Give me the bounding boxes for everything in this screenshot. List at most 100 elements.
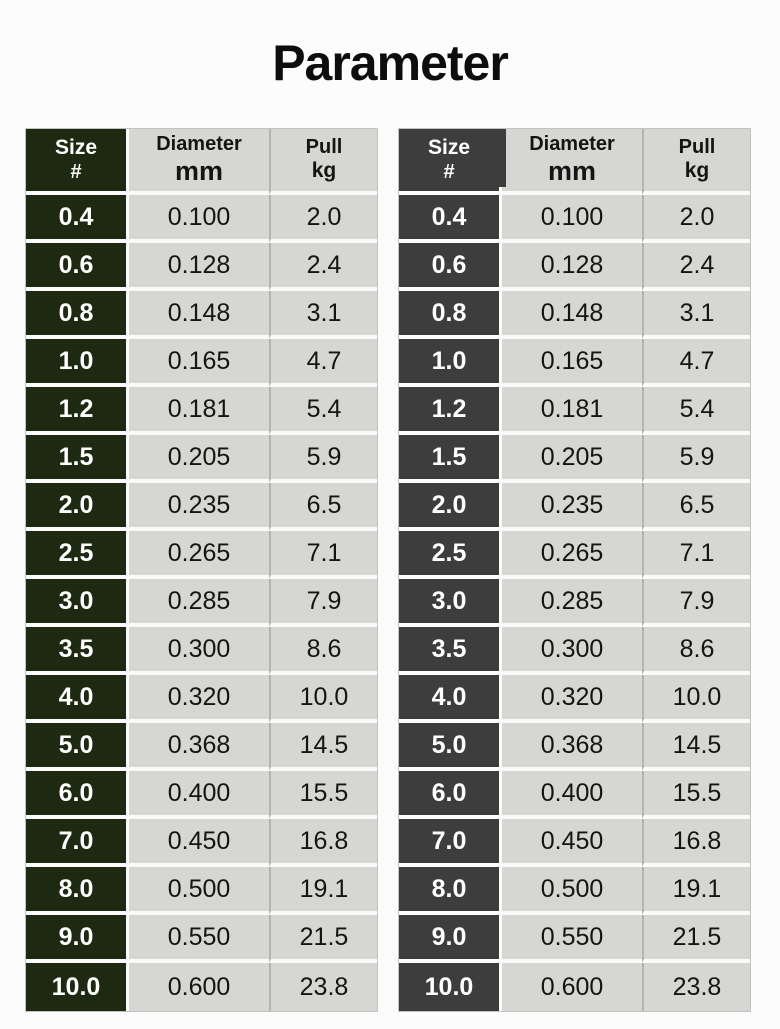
pull-cell: 6.5 — [642, 483, 750, 531]
pull-cell: 6.5 — [269, 483, 377, 531]
diameter-cell: 0.128 — [129, 243, 269, 291]
table-row: 3.0 0.285 7.9 — [26, 579, 377, 627]
table-row: 1.5 0.205 5.9 — [399, 435, 750, 483]
pull-cell: 23.8 — [642, 963, 750, 1011]
diameter-cell: 0.550 — [129, 915, 269, 963]
diameter-cell: 0.450 — [129, 819, 269, 867]
pull-cell: 3.1 — [642, 291, 750, 339]
pull-cell: 16.8 — [269, 819, 377, 867]
header-diameter-unit: mm — [547, 156, 596, 187]
pull-cell: 2.0 — [642, 195, 750, 243]
pull-cell: 23.8 — [269, 963, 377, 1011]
size-cell: 6.0 — [26, 771, 129, 819]
pull-cell: 4.7 — [269, 339, 377, 387]
header-size-label: Size — [427, 136, 471, 160]
header-diameter: Diameter mm — [129, 129, 269, 195]
size-cell: 8.0 — [399, 867, 502, 915]
diameter-cell: 0.100 — [129, 195, 269, 243]
diameter-cell: 0.300 — [502, 627, 642, 675]
pull-cell: 15.5 — [642, 771, 750, 819]
header-pull: Pull kg — [642, 129, 750, 195]
pull-cell: 4.7 — [642, 339, 750, 387]
pull-cell: 7.9 — [642, 579, 750, 627]
size-cell: 9.0 — [26, 915, 129, 963]
table-row: 0.8 0.148 3.1 — [399, 291, 750, 339]
diameter-cell: 0.148 — [129, 291, 269, 339]
table-header-row: Size # Diameter mm Pull kg — [26, 129, 377, 195]
pull-cell: 8.6 — [642, 627, 750, 675]
pull-cell: 7.1 — [269, 531, 377, 579]
diameter-cell: 0.368 — [502, 723, 642, 771]
size-cell: 5.0 — [26, 723, 129, 771]
size-cell: 0.6 — [26, 243, 129, 291]
diameter-cell: 0.265 — [129, 531, 269, 579]
header-pull-label: Pull — [678, 136, 716, 159]
table-row: 4.0 0.320 10.0 — [26, 675, 377, 723]
pull-cell: 14.5 — [642, 723, 750, 771]
pull-cell: 15.5 — [269, 771, 377, 819]
diameter-cell: 0.100 — [502, 195, 642, 243]
table-row: 4.0 0.320 10.0 — [399, 675, 750, 723]
size-cell: 1.5 — [399, 435, 502, 483]
size-cell: 6.0 — [399, 771, 502, 819]
diameter-cell: 0.400 — [502, 771, 642, 819]
size-cell: 3.5 — [26, 627, 129, 675]
size-cell: 4.0 — [399, 675, 502, 723]
table-body: 0.4 0.100 2.0 0.6 0.128 2.4 0.8 0.148 3.1 1.0 0.16… — [26, 195, 377, 1011]
table-row: 2.5 0.265 7.1 — [399, 531, 750, 579]
size-cell: 2.5 — [399, 531, 502, 579]
size-cell: 7.0 — [399, 819, 502, 867]
table-row: 0.4 0.100 2.0 — [399, 195, 750, 243]
diameter-cell: 0.600 — [129, 963, 269, 1011]
size-cell: 2.5 — [26, 531, 129, 579]
diameter-cell: 0.181 — [129, 387, 269, 435]
pull-cell: 5.4 — [269, 387, 377, 435]
diameter-cell: 0.128 — [502, 243, 642, 291]
header-size: Size # — [399, 129, 506, 195]
table-row: 3.0 0.285 7.9 — [399, 579, 750, 627]
header-diameter: Diameter mm — [502, 129, 642, 195]
tables-container: Size # Diameter mm Pull kg 0.4 0.100 2.0 0.… — [25, 128, 751, 1012]
pull-cell: 5.9 — [642, 435, 750, 483]
pull-cell: 7.1 — [642, 531, 750, 579]
table-row: 6.0 0.400 15.5 — [399, 771, 750, 819]
size-cell: 2.0 — [399, 483, 502, 531]
size-cell: 1.2 — [399, 387, 502, 435]
table-row: 1.0 0.165 4.7 — [26, 339, 377, 387]
diameter-cell: 0.300 — [129, 627, 269, 675]
table-row: 1.0 0.165 4.7 — [399, 339, 750, 387]
size-cell: 7.0 — [26, 819, 129, 867]
size-cell: 0.8 — [26, 291, 129, 339]
table-row: 2.5 0.265 7.1 — [26, 531, 377, 579]
diameter-cell: 0.500 — [502, 867, 642, 915]
header-size-unit: # — [443, 160, 455, 183]
header-pull-unit: kg — [311, 159, 337, 183]
diameter-cell: 0.550 — [502, 915, 642, 963]
table-row: 10.0 0.600 23.8 — [399, 963, 750, 1011]
header-diameter-unit: mm — [174, 156, 223, 187]
diameter-cell: 0.205 — [129, 435, 269, 483]
table-row: 9.0 0.550 21.5 — [399, 915, 750, 963]
table-row: 7.0 0.450 16.8 — [399, 819, 750, 867]
size-cell: 0.8 — [399, 291, 502, 339]
header-pull: Pull kg — [269, 129, 377, 195]
diameter-cell: 0.165 — [502, 339, 642, 387]
diameter-cell: 0.400 — [129, 771, 269, 819]
table-row: 0.6 0.128 2.4 — [26, 243, 377, 291]
pull-cell: 21.5 — [269, 915, 377, 963]
table-row: 8.0 0.500 19.1 — [26, 867, 377, 915]
table-row: 8.0 0.500 19.1 — [399, 867, 750, 915]
pull-cell: 2.4 — [642, 243, 750, 291]
size-cell: 4.0 — [26, 675, 129, 723]
table-row: 0.8 0.148 3.1 — [26, 291, 377, 339]
table-row: 0.6 0.128 2.4 — [399, 243, 750, 291]
table-row: 7.0 0.450 16.8 — [26, 819, 377, 867]
pull-cell: 16.8 — [642, 819, 750, 867]
table-row: 0.4 0.100 2.0 — [26, 195, 377, 243]
diameter-cell: 0.265 — [502, 531, 642, 579]
size-cell: 1.2 — [26, 387, 129, 435]
pull-cell: 10.0 — [269, 675, 377, 723]
table-row: 3.5 0.300 8.6 — [26, 627, 377, 675]
size-cell: 1.5 — [26, 435, 129, 483]
diameter-cell: 0.500 — [129, 867, 269, 915]
